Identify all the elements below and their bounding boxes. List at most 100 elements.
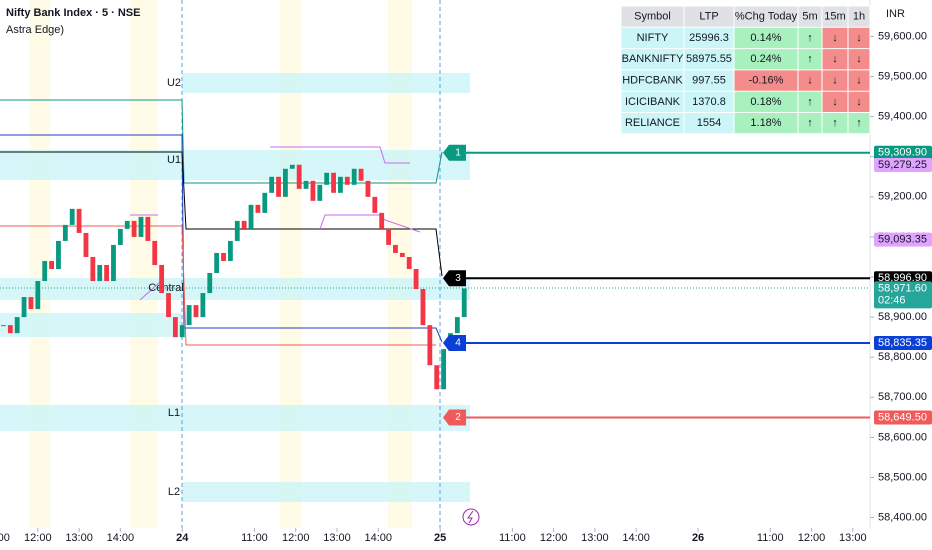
- zone-label: U2: [167, 77, 181, 89]
- trend-cell: [848, 48, 870, 70]
- candle: [124, 220, 130, 229]
- zone-bands: [0, 73, 470, 502]
- candle: [56, 240, 61, 269]
- y-tick-label: 58,400.00: [878, 511, 927, 523]
- column-header: 15m: [824, 11, 845, 23]
- candle: [234, 220, 240, 241]
- candle: [413, 269, 419, 290]
- trend-arrow: ↑: [856, 117, 862, 129]
- candle: [283, 168, 288, 197]
- candle: [276, 176, 281, 197]
- trend-cell: [822, 91, 848, 113]
- candle: [399, 252, 405, 257]
- candle: [248, 204, 254, 229]
- candle: [406, 256, 412, 269]
- candle: [152, 240, 158, 265]
- zone-label: L1: [168, 407, 180, 419]
- chg-cell: [734, 112, 798, 134]
- candle: [227, 240, 233, 261]
- ltp: 58975.55: [686, 53, 732, 65]
- y-tick-label: 59,600.00: [878, 30, 927, 42]
- row-bg: [621, 27, 734, 49]
- candle: [434, 365, 440, 390]
- candle: [351, 168, 357, 185]
- candle: [207, 273, 213, 294]
- price-tag-label: 59,093.35: [878, 233, 927, 245]
- trend-arrow: ↑: [807, 53, 813, 65]
- price-tag: [874, 410, 932, 425]
- candle: [338, 176, 343, 193]
- candle: [427, 325, 433, 366]
- candle: [344, 176, 350, 185]
- chg-cell: [734, 91, 798, 113]
- indicator-lines: [0, 99, 870, 346]
- candle: [90, 256, 96, 282]
- candle: [214, 252, 220, 274]
- trend-arrow: ↑: [807, 96, 813, 108]
- zone-label: Central: [148, 282, 183, 294]
- price-tag: [874, 232, 932, 247]
- x-tick-label: 12:00: [282, 532, 310, 544]
- candle: [221, 252, 226, 261]
- chart-title: Nifty Bank Index · 5 · NSE: [6, 7, 140, 19]
- candle: [111, 244, 116, 282]
- candle: [372, 196, 378, 213]
- last-price-tag: [874, 281, 932, 309]
- row-bg: [621, 69, 734, 92]
- y-tick-label: 58,700.00: [878, 391, 927, 403]
- trend-arrow: ↓: [856, 74, 862, 86]
- candle: [303, 180, 309, 189]
- price-tag: [874, 158, 932, 173]
- y-tick-label: 59,200.00: [878, 191, 927, 203]
- x-tick-label: 13:00: [323, 532, 351, 544]
- candle: [49, 260, 54, 269]
- candle: [386, 228, 391, 245]
- candle: [186, 305, 192, 326]
- trend-cell: [822, 69, 848, 92]
- candle: [379, 212, 385, 229]
- ltp: 25996.3: [689, 32, 729, 44]
- price-tag-label: 58,996.90: [878, 272, 927, 284]
- level-name: 4: [455, 338, 461, 349]
- x-tick-label: 12:00: [540, 532, 568, 544]
- candle: [441, 349, 447, 390]
- trend-arrow: ↓: [832, 32, 838, 44]
- x-tick-label: 11:00: [757, 532, 784, 544]
- y-tick-label: 59,500.00: [878, 70, 927, 82]
- level-marker: [443, 335, 466, 352]
- price-tag-label: 59,279.25: [878, 159, 927, 171]
- symbol: RELIANCE: [625, 117, 680, 129]
- level-marker: [443, 144, 466, 161]
- chg: 0.18%: [750, 96, 781, 108]
- trend-arrow: ↑: [807, 32, 813, 44]
- last-price-label: 58,971.60: [878, 282, 927, 294]
- y-tick-label: 58,800.00: [878, 351, 927, 363]
- candle: [461, 288, 467, 318]
- y-tick-label: 58,500.00: [878, 471, 927, 483]
- candle: [42, 260, 48, 282]
- candle: [145, 216, 151, 241]
- trend-cell: [798, 27, 822, 49]
- candle: [358, 168, 364, 181]
- countdown: 02:46: [878, 294, 906, 306]
- row-bg: [621, 91, 734, 113]
- ltp: 1554: [697, 117, 721, 129]
- candle: [262, 192, 268, 213]
- trend-arrow: ↑: [832, 117, 838, 129]
- candle: [454, 317, 460, 334]
- zone-label: U1: [167, 154, 181, 166]
- candle: [97, 264, 103, 282]
- row-bg: [621, 112, 734, 134]
- column-header: 1h: [853, 11, 865, 23]
- candle: [289, 164, 295, 169]
- trend-arrow: ↓: [832, 53, 838, 65]
- x-tick-label: 11:00: [241, 532, 268, 544]
- trend-cell: [848, 69, 870, 92]
- trend-arrow: ↓: [832, 96, 838, 108]
- trend-cell: [798, 69, 822, 92]
- level-marker: [443, 270, 466, 287]
- candle: [35, 281, 41, 310]
- chg-cell: [734, 69, 798, 92]
- price-tag: [874, 145, 932, 160]
- trend-arrow: ↓: [856, 32, 862, 44]
